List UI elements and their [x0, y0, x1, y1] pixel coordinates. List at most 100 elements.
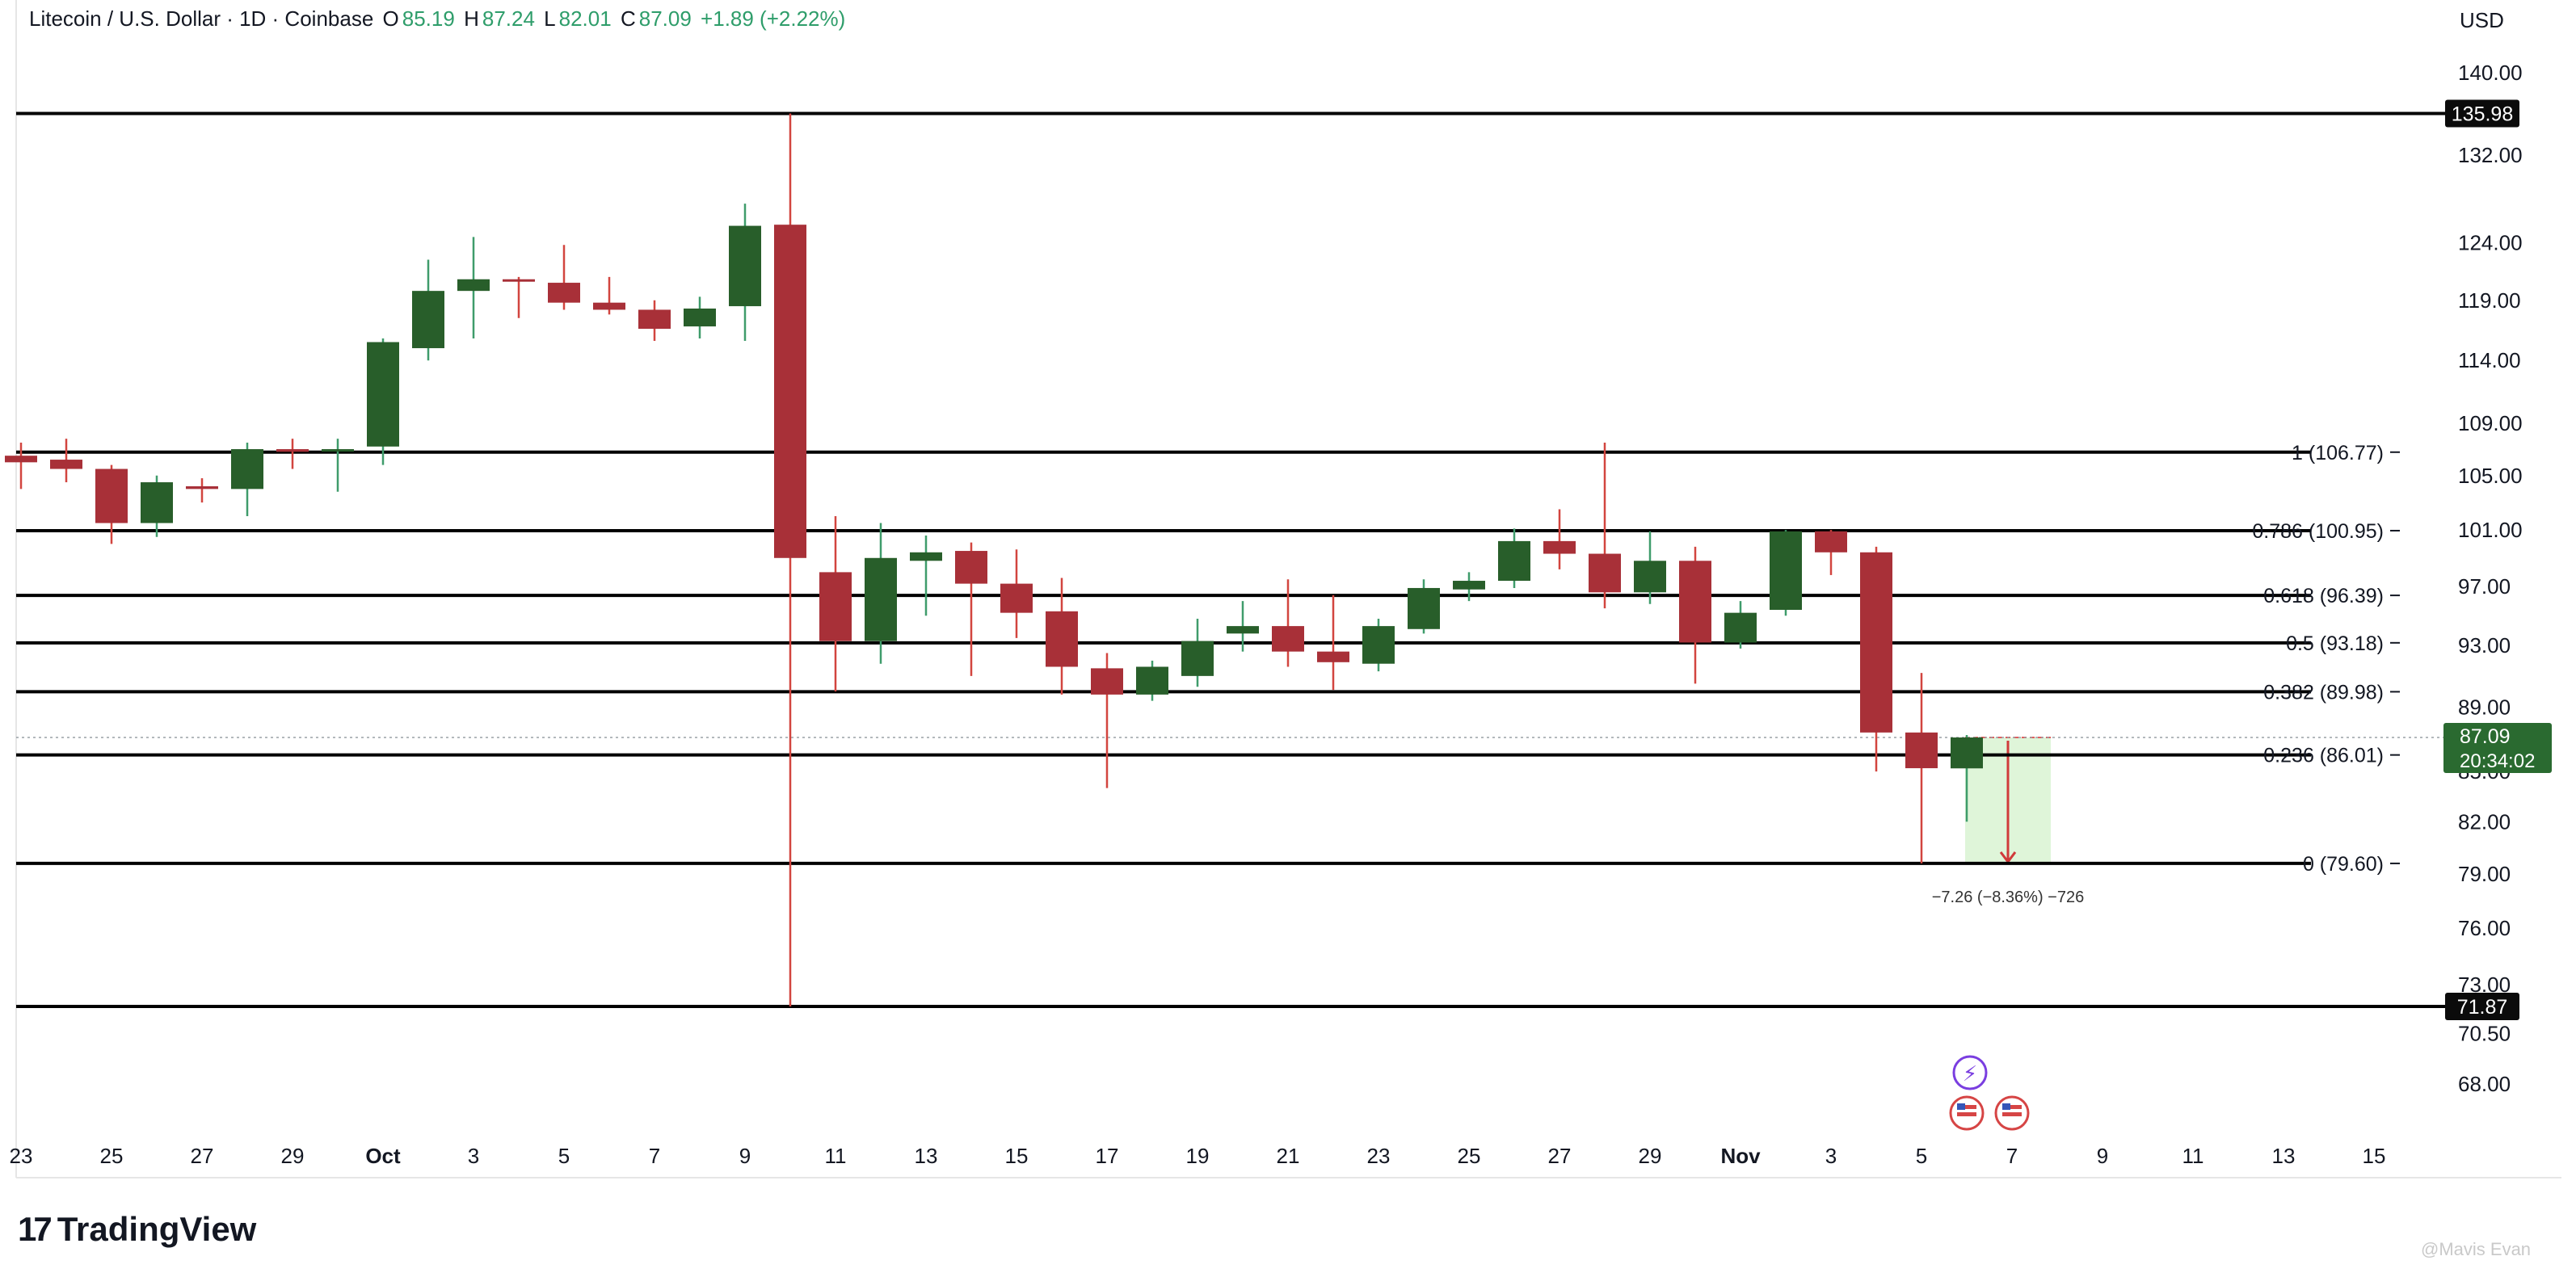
lightning-event-icon [1952, 1055, 1988, 1090]
level-price-tag-text: 135.98 [2452, 103, 2513, 126]
projection-arrow-head [1999, 851, 2017, 864]
y-tick-label: 114.00 [2458, 348, 2521, 372]
candle-down [955, 551, 987, 584]
candle-down [276, 449, 309, 452]
candle-down [1860, 552, 1892, 733]
x-tick-label: 3 [468, 1144, 479, 1168]
y-tick-label: 109.00 [2458, 411, 2523, 435]
level-label: 0.618 (96.39) [2263, 585, 2384, 607]
candle-down [1046, 611, 1078, 667]
x-tick-label: 15 [1005, 1144, 1029, 1168]
level-label: 1 (106.77) [2292, 442, 2384, 464]
y-tick-label: 76.00 [2458, 916, 2511, 940]
candle-up [1408, 587, 1440, 629]
flag-stripe [2002, 1112, 2022, 1116]
y-tick-label: 73.00 [2458, 973, 2511, 997]
candle-down [593, 302, 625, 310]
currency-button[interactable]: USD [2437, 0, 2570, 40]
candle-up [1634, 561, 1666, 593]
candle-down [819, 572, 852, 641]
projection-label: −7.26 (−8.36%) −726 [1932, 889, 2084, 906]
x-tick-label: Oct [365, 1144, 401, 1168]
flag-stripe [1957, 1112, 1976, 1116]
candle-up [1453, 581, 1485, 590]
x-tick-label: 13 [2272, 1144, 2296, 1168]
x-tick-label: 25 [1458, 1144, 1481, 1168]
brand-name: TradingView [57, 1210, 257, 1248]
x-tick-label: Nov [1720, 1144, 1761, 1168]
candle-up [367, 342, 399, 447]
x-tick-label: 23 [1367, 1144, 1391, 1168]
y-tick-label: 82.00 [2458, 809, 2511, 834]
low-label: L [544, 6, 556, 31]
level-label: 0.236 (86.01) [2263, 745, 2384, 767]
last-price-value: 87.09 [2460, 725, 2511, 748]
open-label: O [382, 6, 399, 31]
candle-down [5, 456, 37, 463]
y-tick-label: 97.00 [2458, 574, 2511, 599]
x-tick-label: 7 [2006, 1144, 2018, 1168]
x-tick-label: 21 [1277, 1144, 1300, 1168]
candle-up [910, 552, 942, 561]
symbol-title[interactable]: Litecoin / U.S. Dollar · 1D · Coinbase [29, 6, 374, 31]
level-label: 0.786 (100.95) [2252, 520, 2384, 543]
candle-down [1091, 668, 1123, 695]
candle-up [1181, 641, 1214, 676]
candle-up [1227, 626, 1259, 634]
candle-down [1815, 531, 1847, 552]
candle-down [186, 486, 218, 489]
candle-down [1272, 626, 1304, 652]
high-value: 87.24 [482, 6, 535, 31]
candle-down [50, 460, 82, 469]
y-tick-label: 93.00 [2458, 633, 2511, 658]
x-tick-label: 5 [1916, 1144, 1927, 1168]
y-tick-label: 101.00 [2458, 518, 2523, 542]
x-tick-label: 25 [100, 1144, 124, 1168]
close-value: 87.09 [638, 6, 692, 31]
flag-canton [2002, 1103, 2010, 1110]
candle-down [1679, 561, 1711, 643]
candle-down [95, 468, 128, 523]
candle-down [774, 225, 806, 558]
lightning-glyph: ⚡ [1963, 1062, 1977, 1086]
change-value: +1.89 (+2.22%) [701, 6, 846, 31]
level-price-tag-text: 71.87 [2457, 996, 2508, 1019]
candle-down [503, 279, 535, 282]
level-price-tag [2445, 993, 2519, 1021]
y-tick-label: 68.00 [2458, 1072, 2511, 1096]
level-label: 0.5 (93.18) [2286, 632, 2384, 655]
y-tick-label: 132.00 [2458, 143, 2523, 167]
x-tick-label: 29 [281, 1144, 305, 1168]
x-tick-label: 23 [10, 1144, 33, 1168]
candle-up [141, 482, 173, 523]
candle-up [412, 291, 444, 349]
tradingview-logo[interactable]: 17 TradingView [18, 1210, 256, 1249]
x-tick-label: 9 [2097, 1144, 2108, 1168]
last-price-countdown: 20:34:02 [2460, 750, 2535, 772]
author-watermark: @Mavis Evan [2421, 1239, 2532, 1259]
candle-up [1362, 626, 1395, 664]
x-tick-label: 15 [2363, 1144, 2386, 1168]
level-price-tag [2445, 99, 2519, 128]
candle-up [729, 225, 761, 307]
candle-up [1951, 737, 1983, 769]
flag-canton [1957, 1103, 1965, 1110]
x-tick-label: 29 [1639, 1144, 1662, 1168]
y-tick-label: 70.50 [2458, 1021, 2511, 1045]
level-label: 0.382 (89.98) [2263, 681, 2384, 704]
candle-down [1905, 732, 1938, 769]
x-tick-label: 17 [1096, 1144, 1119, 1168]
candle-up [231, 449, 263, 489]
x-tick-label: 19 [1186, 1144, 1210, 1168]
y-tick-label: 79.00 [2458, 862, 2511, 886]
candle-down [1000, 583, 1033, 613]
last-price-tag [2443, 723, 2552, 774]
candle-up [1724, 612, 1757, 643]
close-label: C [620, 6, 636, 31]
candle-up [1770, 531, 1802, 611]
candle-up [1136, 666, 1168, 695]
high-label: H [464, 6, 479, 31]
tradingview-logo-icon: 17 [18, 1210, 53, 1248]
candle-up [322, 449, 354, 452]
